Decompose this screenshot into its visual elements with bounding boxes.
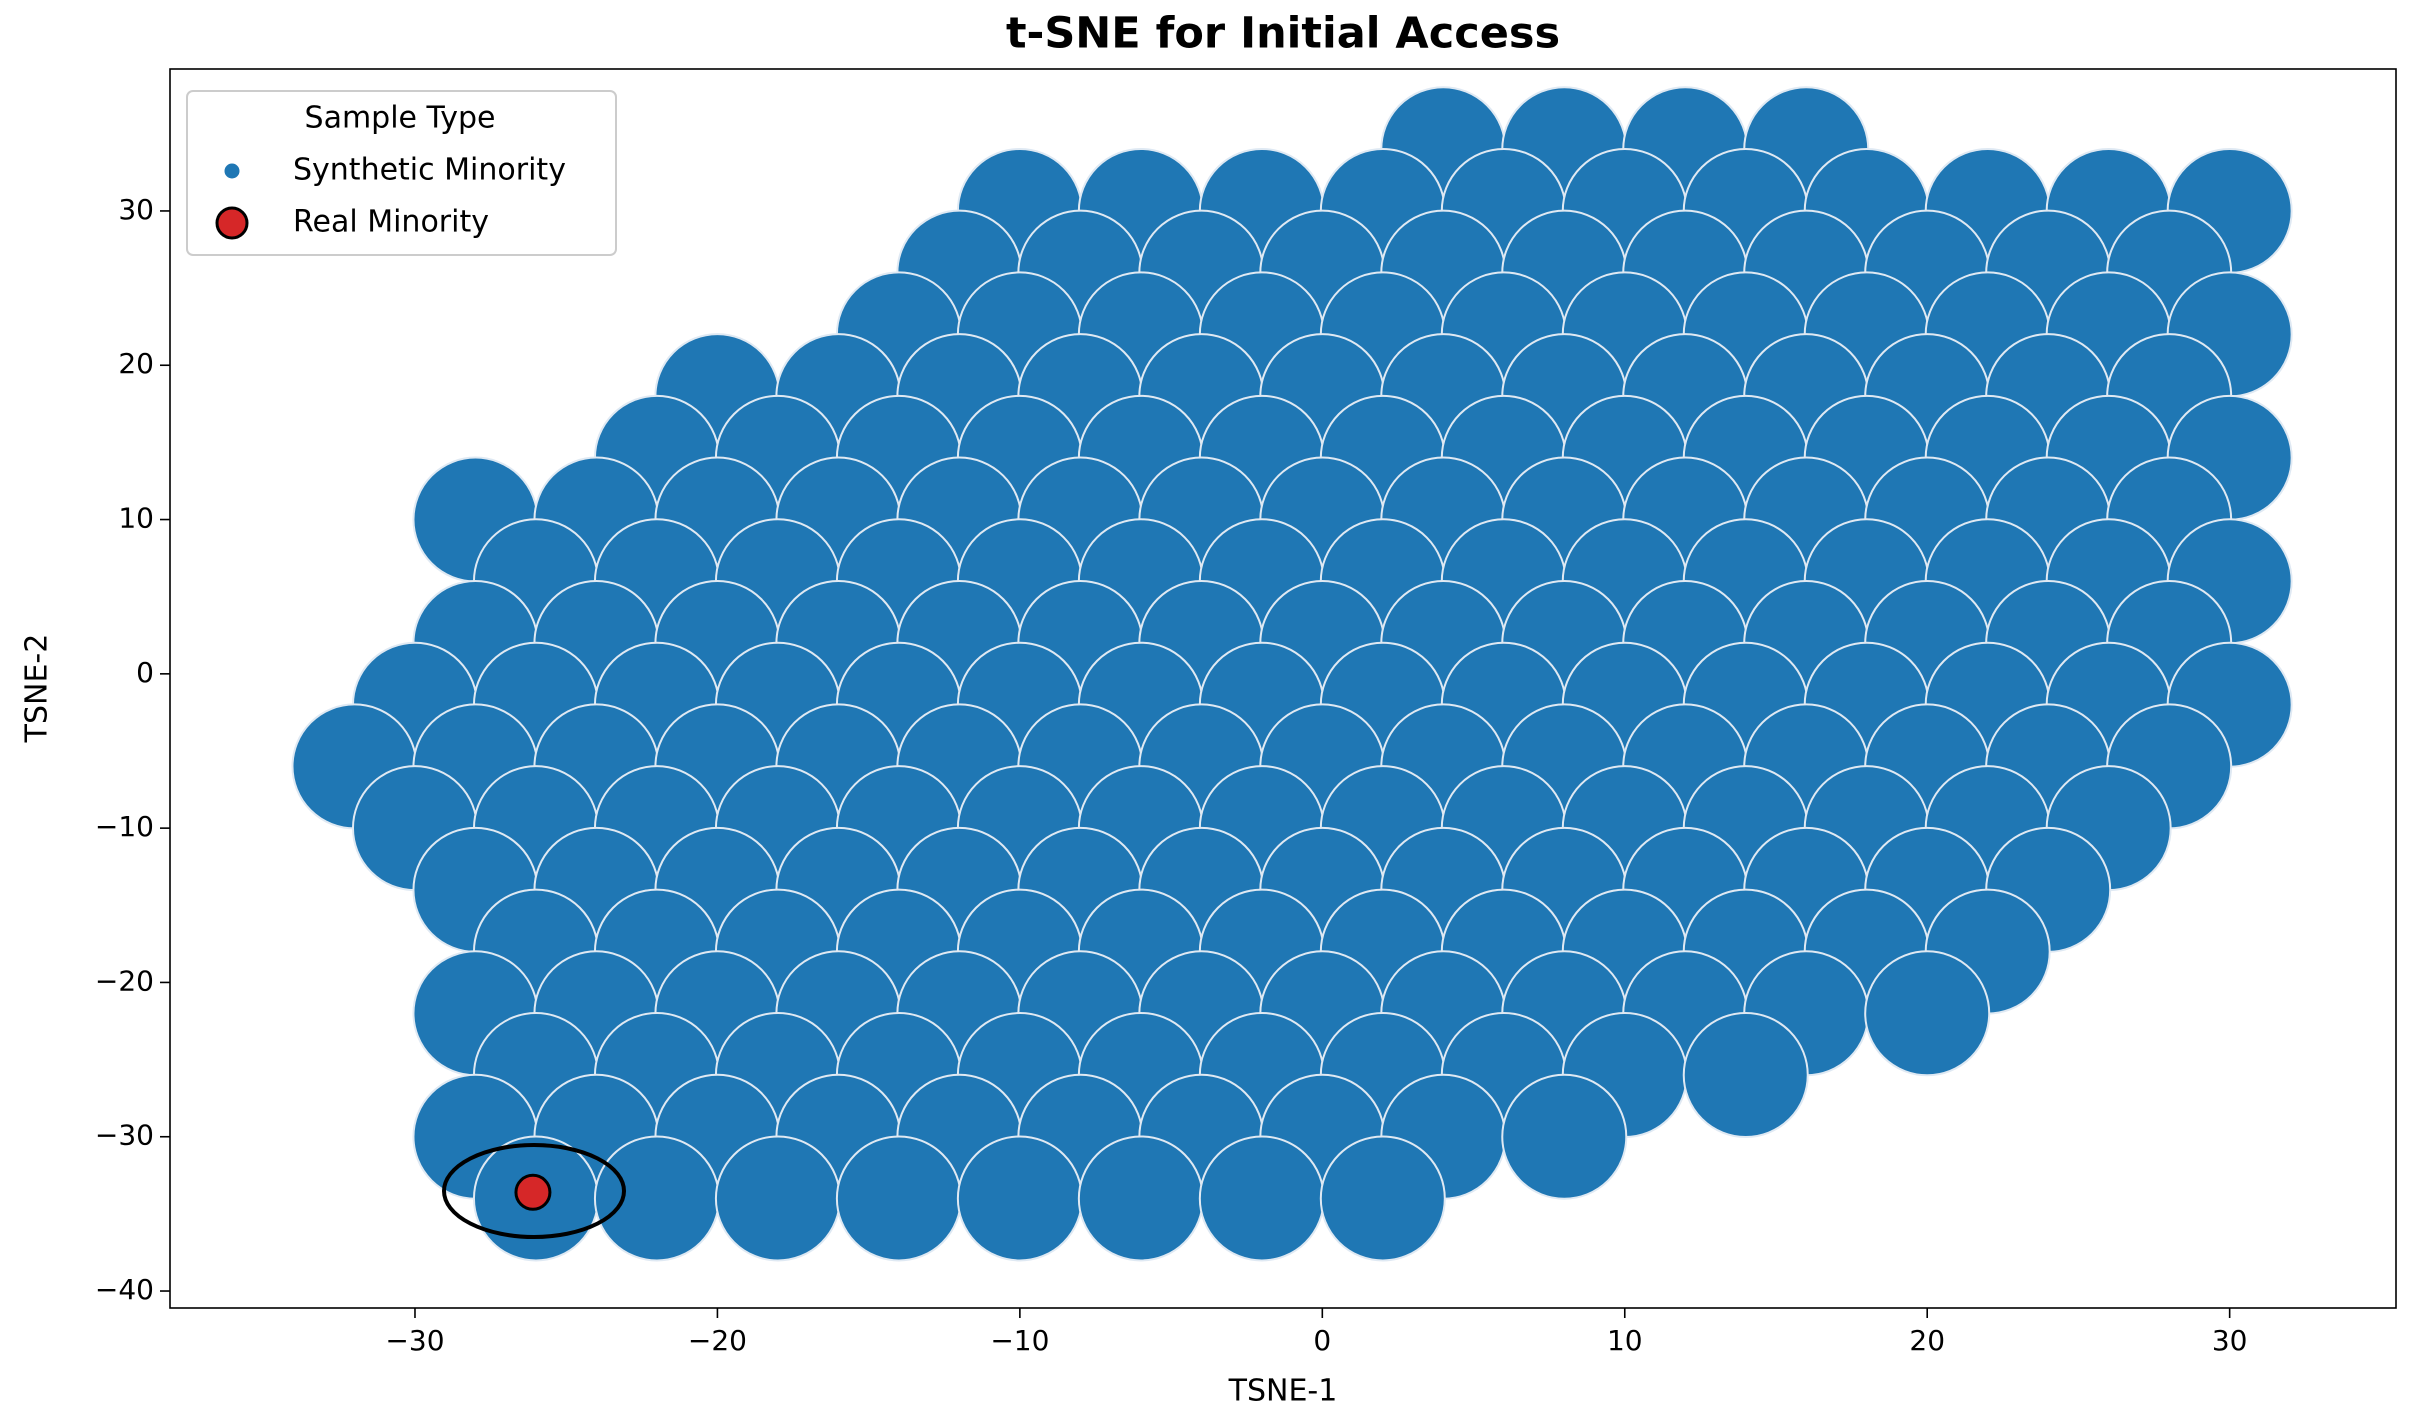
legend-marker [223, 162, 241, 180]
synthetic-point [593, 1135, 720, 1262]
axes: −30 −20 −10 0 10 20 30 −40 −30 −20 −10 0 10 20 30 [95, 193, 2248, 1357]
legend-marker [215, 206, 249, 240]
x-tick-label: −30 [385, 1324, 444, 1357]
y-tick-label: 20 [118, 347, 154, 380]
x-tick-label: 30 [2212, 1324, 2248, 1357]
legend-label: Synthetic Minority [293, 153, 566, 188]
legend: Sample Type Synthetic Minority Real Minor… [186, 90, 617, 256]
y-tick-label: 10 [118, 502, 154, 535]
synthetic-point [956, 1135, 1083, 1262]
synthetic-point [1682, 1012, 1809, 1139]
synthetic-point [1319, 1135, 1446, 1262]
legend-label: Real Minority [293, 205, 489, 240]
synthetic-point [1864, 950, 1991, 1077]
y-tick-label: 0 [136, 656, 154, 689]
y-tick-label: −40 [95, 1273, 154, 1306]
plot-frame [169, 68, 2397, 1309]
legend-title: Sample Type [305, 101, 496, 136]
plot-points [291, 86, 2293, 1262]
y-tick-label: −30 [95, 1119, 154, 1152]
highlight-ellipse [442, 1143, 626, 1239]
x-tick-label: −10 [990, 1324, 1049, 1357]
chart-title: t-SNE for Initial Access [1006, 9, 1560, 59]
synthetic-point [714, 1135, 841, 1262]
x-tick-label: 0 [1313, 1324, 1331, 1357]
x-tick-label: −20 [688, 1324, 747, 1357]
synthetic-point [1198, 1135, 1325, 1262]
y-tick-label: −10 [95, 810, 154, 843]
real-point [514, 1173, 552, 1211]
y-tick-label: 30 [118, 193, 154, 226]
synthetic-point [1077, 1135, 1204, 1262]
x-axis-label: TSNE-1 [1228, 1374, 1338, 1409]
synthetic-point [1501, 1073, 1628, 1200]
y-axis-label: TSNE-2 [20, 634, 55, 744]
x-tick-label: 20 [1909, 1324, 1945, 1357]
x-tick-label: 10 [1607, 1324, 1643, 1357]
legend-box [186, 90, 617, 256]
y-tick-label: −20 [95, 964, 154, 997]
synthetic-point [835, 1135, 962, 1262]
